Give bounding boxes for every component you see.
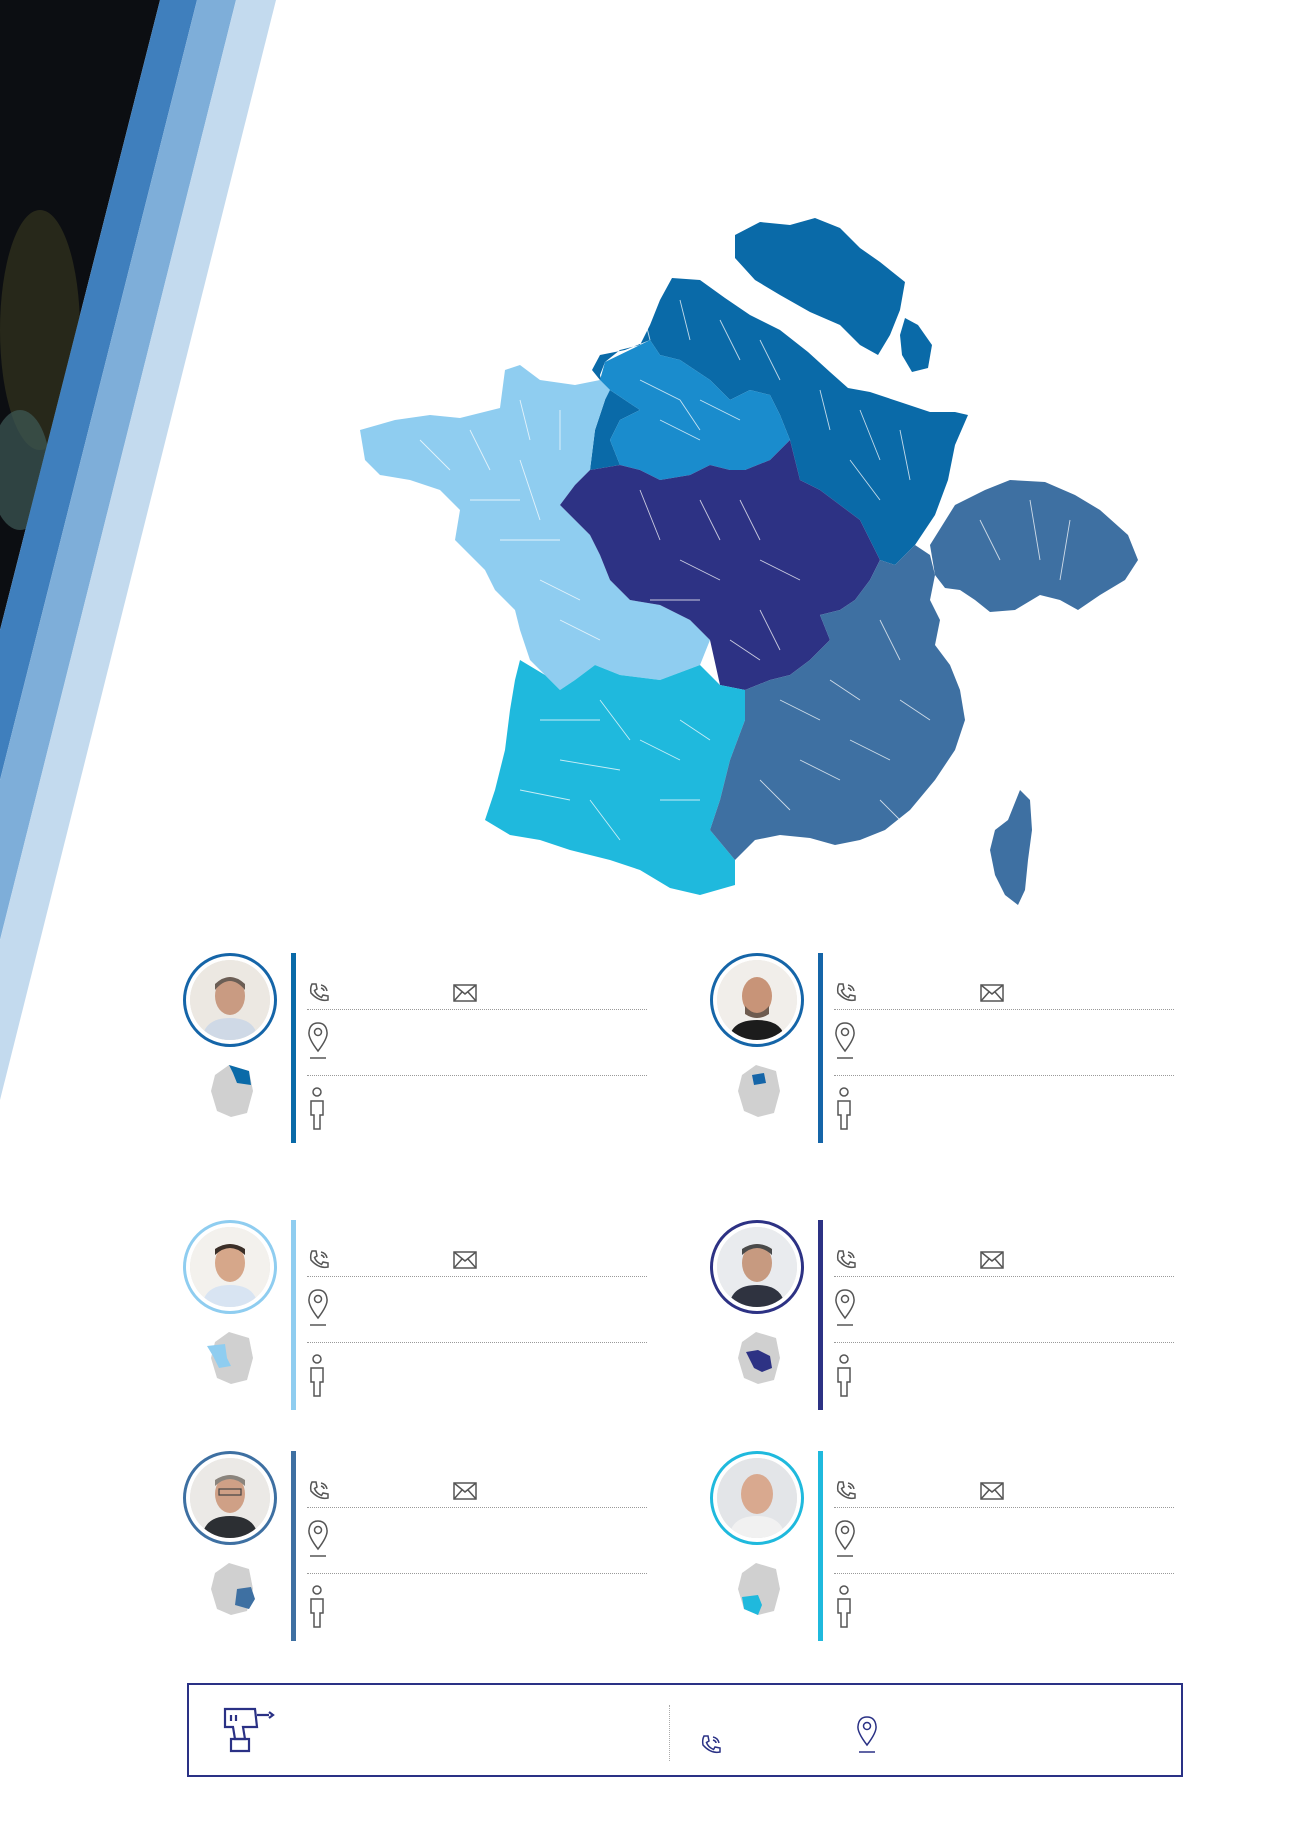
contact-row-address — [834, 1276, 1174, 1343]
avatar — [183, 1220, 277, 1314]
footer-divider — [669, 1705, 670, 1761]
map-region-paris — [600, 340, 790, 480]
avatar — [710, 1451, 804, 1545]
accent-bar — [291, 953, 296, 1143]
map-region-luxembourg — [900, 318, 932, 372]
avatar — [710, 1220, 804, 1314]
contact-row-person — [834, 1573, 1174, 1641]
phone-icon — [309, 1250, 329, 1269]
contact-photo — [717, 1227, 797, 1307]
photo-glow — [0, 210, 80, 450]
map-region-north-east — [590, 278, 968, 565]
contact-card-south-west — [710, 1451, 1230, 1641]
person-icon — [837, 1087, 851, 1130]
service-footer-box — [187, 1683, 1183, 1777]
contact-row-phone-mail — [307, 1242, 647, 1277]
phone-icon — [836, 1481, 856, 1500]
contact-row-person — [307, 1075, 647, 1143]
contact-row-address — [307, 1507, 647, 1574]
mini-map-centre — [738, 1332, 780, 1384]
mini-map-paris — [738, 1065, 780, 1117]
location-pin-icon — [835, 1289, 855, 1326]
map-region-belgium — [735, 218, 905, 355]
map-region-corsica — [990, 790, 1032, 905]
phone-icon — [309, 1481, 329, 1500]
contact-row-phone-mail — [307, 975, 647, 1010]
accent-bar — [818, 1220, 823, 1410]
contact-card-paris — [710, 953, 1230, 1143]
phone-icon — [701, 1735, 721, 1754]
contact-row-address — [834, 1009, 1174, 1076]
accent-bar — [818, 953, 823, 1143]
regional-map — [360, 218, 1138, 905]
contact-row-person — [834, 1075, 1174, 1143]
phone-icon — [836, 1250, 856, 1269]
accent-bar — [291, 1451, 296, 1641]
contact-photo — [190, 960, 270, 1040]
contact-photo — [717, 1458, 797, 1538]
avatar — [183, 1451, 277, 1545]
phone-icon — [309, 983, 329, 1002]
contact-row-person — [307, 1342, 647, 1410]
person-icon — [837, 1354, 851, 1397]
contact-photo — [190, 1227, 270, 1307]
contact-card-north-east — [183, 953, 703, 1143]
mail-icon — [980, 984, 1004, 1002]
mail-icon — [980, 1482, 1004, 1500]
location-pin-icon — [308, 1289, 328, 1326]
avatar — [710, 953, 804, 1047]
mail-icon — [453, 984, 477, 1002]
map-region-switzerland — [930, 480, 1138, 612]
contact-row-phone-mail — [834, 1473, 1174, 1508]
contact-card-centre — [710, 1220, 1230, 1410]
contact-row-address — [834, 1507, 1174, 1574]
mini-map-north-east — [211, 1065, 253, 1117]
phone-icon — [836, 983, 856, 1002]
mail-icon — [453, 1482, 477, 1500]
person-icon — [310, 1354, 324, 1397]
contact-row-phone-mail — [834, 1242, 1174, 1277]
contact-row-person — [834, 1342, 1174, 1410]
stripe-light — [0, 0, 276, 1100]
map-region-west — [360, 365, 710, 690]
mini-map-south-west — [738, 1563, 780, 1615]
contact-row-address — [307, 1009, 647, 1076]
mail-icon — [980, 1251, 1004, 1269]
location-pin-icon — [835, 1022, 855, 1059]
contact-row-person — [307, 1573, 647, 1641]
drill-icon — [223, 1707, 275, 1753]
accent-bar — [291, 1220, 296, 1410]
contact-photo — [717, 960, 797, 1040]
contact-row-address — [307, 1276, 647, 1343]
contact-card-south-east — [183, 1451, 703, 1641]
location-pin-icon — [857, 1716, 877, 1753]
decorative-stripes — [0, 0, 276, 1100]
person-icon — [310, 1087, 324, 1130]
department-borders — [419, 299, 1071, 841]
avatar — [183, 953, 277, 1047]
location-pin-icon — [308, 1022, 328, 1059]
contact-photo — [190, 1458, 270, 1538]
mail-icon — [453, 1251, 477, 1269]
person-icon — [310, 1585, 324, 1628]
accent-bar — [818, 1451, 823, 1641]
contact-card-west — [183, 1220, 703, 1410]
mini-map-west — [207, 1332, 253, 1384]
contact-row-phone-mail — [834, 975, 1174, 1010]
location-pin-icon — [308, 1520, 328, 1557]
person-icon — [837, 1585, 851, 1628]
map-region-south-west — [485, 660, 745, 895]
map-region-south-east — [710, 545, 965, 860]
map-region-centre — [560, 440, 880, 690]
contact-row-phone-mail — [307, 1473, 647, 1508]
mini-map-south-east — [211, 1563, 255, 1615]
location-pin-icon — [835, 1520, 855, 1557]
